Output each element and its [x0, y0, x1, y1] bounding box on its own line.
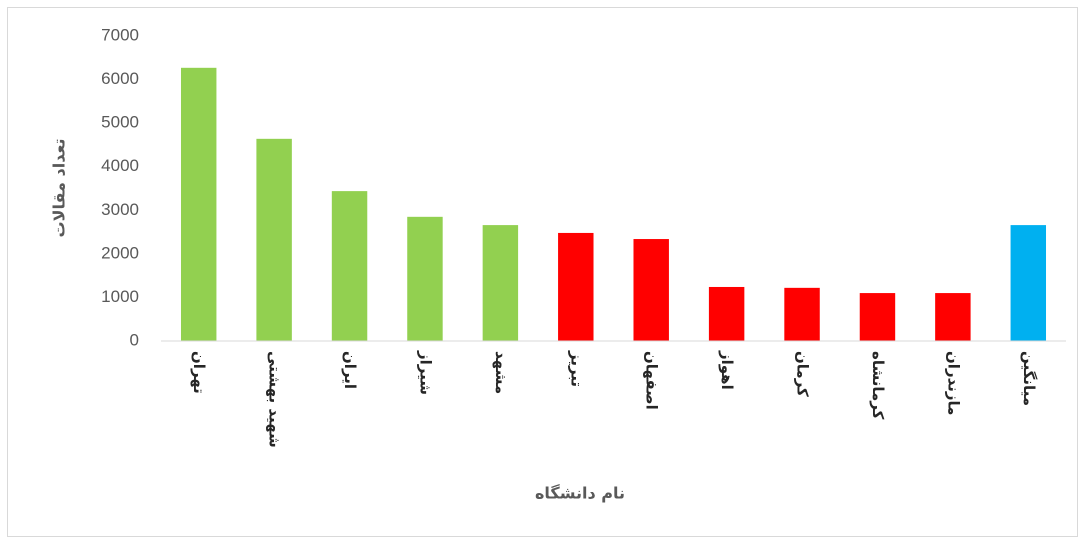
bar — [180, 67, 217, 342]
x-tick-label: شهید بهشتی — [266, 351, 284, 448]
x-tick-label: میانگین — [1020, 351, 1038, 406]
x-tick-label: کرمانشاه — [869, 351, 887, 420]
y-tick-label: 3000 — [101, 200, 139, 219]
y-tick-label: 7000 — [101, 25, 139, 44]
y-tick-label: 0 — [130, 330, 139, 349]
y-tick-label: 2000 — [101, 243, 139, 262]
x-tick-label: ایران — [341, 351, 359, 389]
bar — [859, 293, 896, 341]
bar — [1010, 225, 1047, 341]
x-tick-label: اصفهان — [643, 351, 661, 410]
bar — [935, 293, 971, 341]
y-tick-label: 5000 — [101, 113, 139, 132]
y-tick-label: 6000 — [101, 69, 139, 88]
x-tick-label: اهواز — [718, 350, 736, 390]
chart-border — [7, 7, 1078, 537]
x-tick-label: مازندران — [944, 351, 962, 415]
y-tick-label: 4000 — [101, 156, 139, 175]
bar — [558, 232, 594, 341]
y-tick-label: 1000 — [101, 287, 139, 306]
bar — [256, 138, 292, 341]
x-tick-label: تهران — [190, 351, 208, 394]
bar — [407, 216, 443, 341]
x-tick-label: کرمان — [794, 351, 812, 397]
bar — [633, 239, 669, 341]
y-axis-title: تعداد مقالات — [50, 139, 69, 238]
bar — [708, 286, 745, 341]
bar — [784, 287, 820, 341]
bar — [482, 225, 519, 341]
x-tick-label: شیراز — [416, 350, 434, 395]
x-tick-label: مشهد — [492, 351, 510, 394]
x-axis-title: نام دانشگاه — [535, 484, 625, 503]
bar — [331, 191, 368, 341]
x-tick-label: تبریز — [567, 350, 585, 387]
